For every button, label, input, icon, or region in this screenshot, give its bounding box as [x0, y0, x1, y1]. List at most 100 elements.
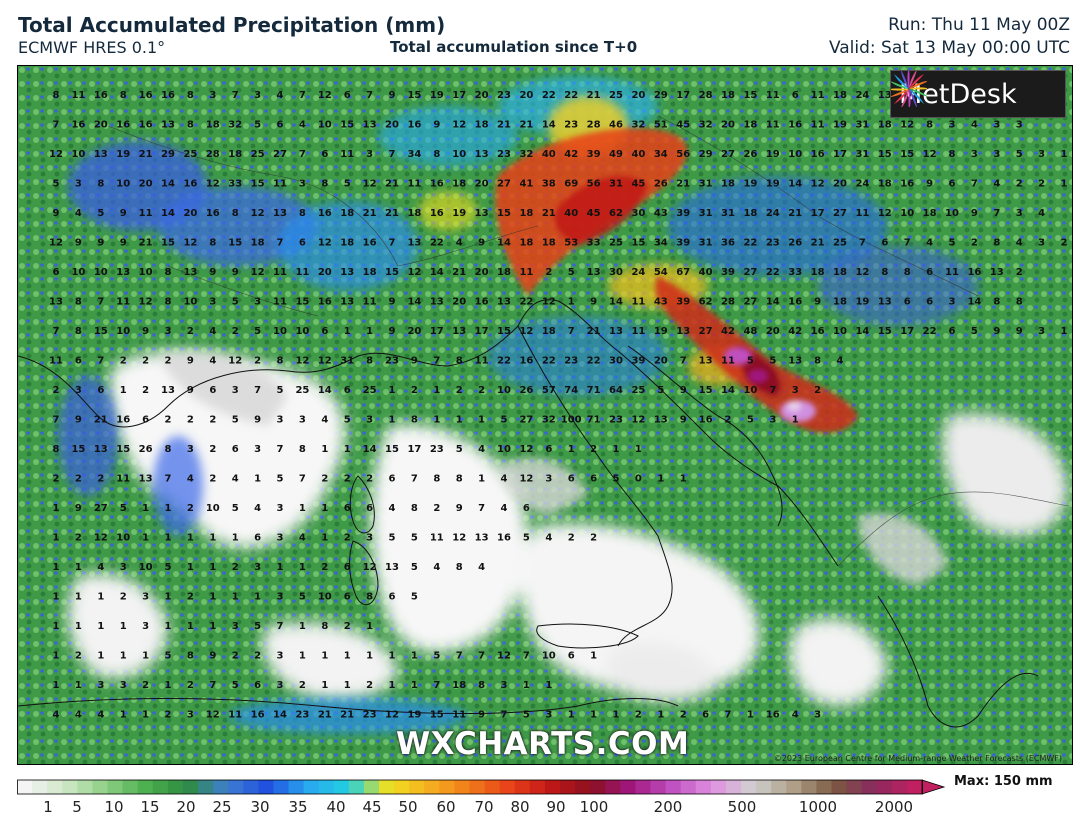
precip-value: 4: [321, 415, 328, 426]
precip-value: 5: [568, 267, 575, 278]
copyright-notice: ©2023 European Centre for Medium-range W…: [773, 754, 1062, 763]
precip-value: 12: [206, 179, 220, 190]
precip-value: 14: [407, 297, 421, 308]
precip-value: 27: [699, 326, 713, 337]
precip-value: 16: [519, 356, 533, 367]
precip-value: 46: [609, 120, 623, 131]
precip-value: 1: [635, 444, 642, 455]
precip-value: 17: [900, 326, 914, 337]
precip-value: 4: [389, 503, 396, 514]
precip-value: 2: [568, 533, 575, 544]
precip-value: 20: [94, 120, 108, 131]
precip-value: 24: [855, 90, 869, 101]
precip-value: 25: [833, 238, 847, 249]
precip-value: 8: [949, 149, 956, 160]
precip-value: 14: [318, 385, 332, 396]
precip-value: 2: [75, 474, 82, 485]
precip-value: 9: [209, 267, 216, 278]
precip-value: 1: [321, 651, 328, 662]
precip-value: 7: [725, 710, 732, 721]
precip-value: 7: [523, 651, 530, 662]
precip-value: 10: [116, 533, 130, 544]
precip-value: 10: [318, 592, 332, 603]
precip-value: 8: [187, 120, 194, 131]
precip-value: 9: [97, 238, 104, 249]
precip-value: 40: [564, 208, 578, 219]
precip-value: 45: [631, 179, 645, 190]
precip-value: 1: [187, 562, 194, 573]
precip-value: 16: [116, 120, 130, 131]
precip-value: 9: [456, 503, 463, 514]
precip-value: 5: [277, 385, 284, 396]
precip-value: 2: [321, 474, 328, 485]
precip-value: 7: [165, 474, 172, 485]
precip-value: 8: [366, 356, 373, 367]
precip-value: 28: [699, 90, 713, 101]
precip-value: 7: [299, 90, 306, 101]
precip-value: 12: [519, 474, 533, 485]
precip-value: 13: [94, 149, 108, 160]
precipitation-map[interactable]: 8 11 16 8 16 16 8 3 7 3 4 7 12 6 7 9 15 19 17 20 23 20 22 22 21 2…: [17, 65, 1073, 765]
precip-value: 8: [165, 297, 172, 308]
precip-value: 16: [206, 208, 220, 219]
precip-value: 26: [519, 385, 533, 396]
precip-value: 10: [945, 208, 959, 219]
colorbar-tick-label: 200: [653, 798, 683, 816]
precip-value: 22: [564, 90, 578, 101]
precip-value: 5: [747, 415, 754, 426]
precip-value: 24: [766, 208, 780, 219]
precip-value: 4: [837, 356, 844, 367]
precip-value: 7: [277, 621, 284, 632]
precip-value: 8: [53, 90, 60, 101]
precip-value: 43: [654, 297, 668, 308]
colorbar-swatch: [424, 780, 440, 794]
precip-value: 11: [452, 710, 466, 721]
precip-value: 3: [949, 297, 956, 308]
colorbar-swatch: [32, 780, 48, 794]
precip-value: 10: [497, 385, 511, 396]
precip-value: 22: [587, 356, 601, 367]
precip-value: 56: [587, 179, 601, 190]
colorbar-swatch: [273, 780, 290, 794]
precip-value: 18: [542, 238, 556, 249]
precip-value: 26: [788, 238, 802, 249]
precip-value: 9: [142, 326, 149, 337]
precip-value: 19: [116, 149, 130, 160]
precip-value: 5: [657, 385, 664, 396]
precip-value: 13: [340, 297, 354, 308]
precip-value: 3: [277, 503, 284, 514]
precip-value: 20: [183, 208, 197, 219]
precip-value: 20: [475, 179, 489, 190]
precip-value: 1: [75, 680, 82, 691]
precip-value: 11: [475, 356, 489, 367]
colorbar-swatch: [499, 780, 516, 794]
precip-value: 8: [75, 297, 82, 308]
precip-value: 7: [971, 179, 978, 190]
precip-value: 23: [766, 238, 780, 249]
precip-value: 1: [232, 533, 239, 544]
precip-value: 23: [430, 444, 444, 455]
precip-value: 1: [545, 680, 552, 691]
precip-value: 8: [433, 474, 440, 485]
colorbar-swatch: [454, 780, 471, 794]
colorbar-swatch: [439, 780, 456, 794]
precip-value: 1: [254, 474, 261, 485]
precip-value: 3: [165, 326, 172, 337]
colorbar-swatch: [303, 780, 320, 794]
colorbar-swatch: [167, 780, 184, 794]
colorbar-swatch: [379, 780, 395, 794]
precip-value: 11: [945, 267, 959, 278]
precip-value: 23: [497, 149, 511, 160]
precip-value: 12: [318, 356, 332, 367]
precip-value: 4: [501, 503, 508, 514]
precip-value: 3: [254, 444, 261, 455]
precip-value: 1: [344, 326, 351, 337]
precip-value: 45: [676, 120, 690, 131]
precip-value: 11: [407, 179, 421, 190]
precip-value: 2: [187, 680, 194, 691]
precip-value: 18: [340, 208, 354, 219]
precip-value: 2: [209, 415, 216, 426]
colorbar-extend-arrow: [921, 779, 946, 795]
dry-areas: [67, 350, 1068, 706]
run-time: Run: Thu 11 May 00Z: [888, 15, 1070, 35]
